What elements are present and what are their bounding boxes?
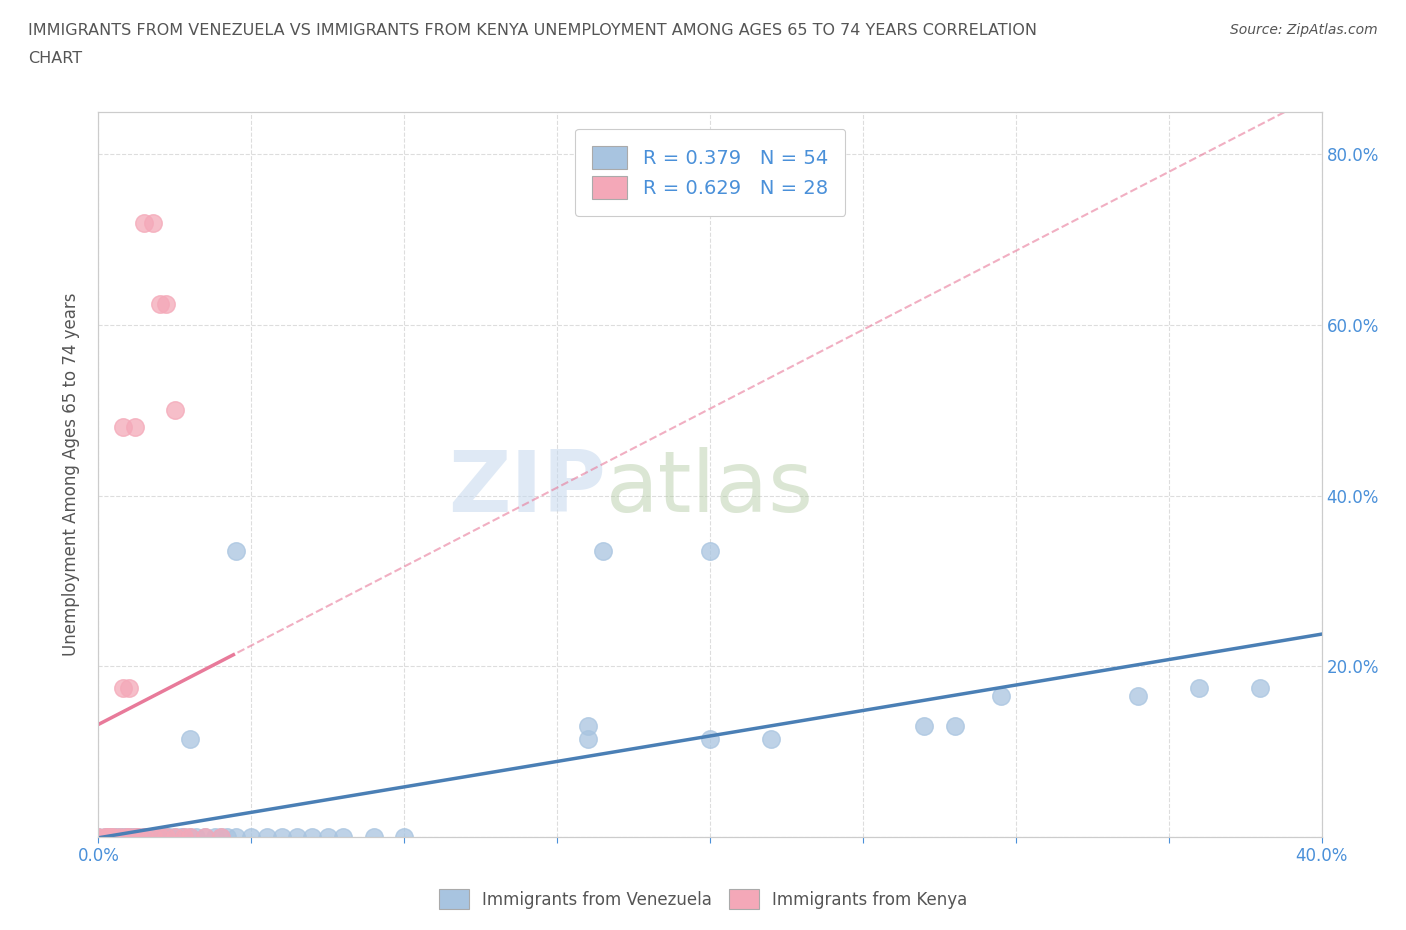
- Point: [149, 830, 172, 844]
- Point: [576, 731, 599, 746]
- Text: IMMIGRANTS FROM VENEZUELA VS IMMIGRANTS FROM KENYA UNEMPLOYMENT AMONG AGES 65 TO: IMMIGRANTS FROM VENEZUELA VS IMMIGRANTS …: [28, 23, 1038, 38]
- Point: [285, 830, 308, 844]
- Point: [155, 296, 177, 311]
- Text: ZIP: ZIP: [449, 447, 606, 530]
- Point: [111, 830, 134, 844]
- Point: [215, 830, 238, 844]
- Point: [173, 830, 195, 844]
- Point: [115, 830, 138, 844]
- Point: [179, 830, 201, 844]
- Text: Source: ZipAtlas.com: Source: ZipAtlas.com: [1230, 23, 1378, 37]
- Point: [118, 830, 141, 844]
- Point: [1249, 680, 1271, 695]
- Point: [990, 689, 1012, 704]
- Point: [152, 830, 174, 844]
- Point: [194, 830, 217, 844]
- Point: [759, 731, 782, 746]
- Point: [134, 830, 156, 844]
- Point: [93, 830, 115, 844]
- Point: [142, 830, 165, 844]
- Point: [124, 420, 146, 435]
- Text: atlas: atlas: [606, 447, 814, 530]
- Point: [115, 830, 138, 844]
- Text: CHART: CHART: [28, 51, 82, 66]
- Point: [170, 830, 193, 844]
- Point: [204, 830, 226, 844]
- Point: [301, 830, 323, 844]
- Point: [179, 731, 201, 746]
- Point: [912, 719, 935, 734]
- Y-axis label: Unemployment Among Ages 65 to 74 years: Unemployment Among Ages 65 to 74 years: [62, 293, 80, 656]
- Point: [179, 830, 201, 844]
- Point: [124, 830, 146, 844]
- Point: [111, 680, 134, 695]
- Point: [240, 830, 263, 844]
- Point: [163, 403, 186, 418]
- Point: [103, 830, 125, 844]
- Point: [124, 830, 146, 844]
- Point: [108, 830, 131, 844]
- Point: [592, 544, 614, 559]
- Point: [97, 830, 120, 844]
- Point: [87, 830, 110, 844]
- Point: [121, 830, 143, 844]
- Point: [118, 680, 141, 695]
- Point: [100, 830, 122, 844]
- Point: [97, 830, 120, 844]
- Point: [576, 719, 599, 734]
- Point: [194, 830, 217, 844]
- Point: [155, 830, 177, 844]
- Point: [363, 830, 385, 844]
- Point: [134, 215, 156, 230]
- Point: [1188, 680, 1211, 695]
- Point: [134, 830, 156, 844]
- Point: [173, 830, 195, 844]
- Point: [142, 830, 165, 844]
- Legend: Immigrants from Venezuela, Immigrants from Kenya: Immigrants from Venezuela, Immigrants fr…: [430, 881, 976, 917]
- Point: [149, 296, 172, 311]
- Point: [142, 215, 165, 230]
- Point: [225, 830, 247, 844]
- Point: [108, 830, 131, 844]
- Point: [186, 830, 208, 844]
- Point: [699, 544, 721, 559]
- Legend: R = 0.379   N = 54, R = 0.629   N = 28: R = 0.379 N = 54, R = 0.629 N = 28: [575, 128, 845, 217]
- Point: [100, 830, 122, 844]
- Point: [155, 830, 177, 844]
- Point: [270, 830, 292, 844]
- Point: [118, 830, 141, 844]
- Point: [127, 830, 149, 844]
- Point: [136, 830, 159, 844]
- Point: [316, 830, 339, 844]
- Point: [93, 830, 115, 844]
- Point: [105, 830, 128, 844]
- Point: [139, 830, 162, 844]
- Point: [332, 830, 354, 844]
- Point: [699, 731, 721, 746]
- Point: [157, 830, 180, 844]
- Point: [149, 830, 172, 844]
- Point: [163, 830, 186, 844]
- Point: [1128, 689, 1150, 704]
- Point: [111, 420, 134, 435]
- Point: [943, 719, 966, 734]
- Point: [392, 830, 416, 844]
- Point: [209, 830, 232, 844]
- Point: [127, 830, 149, 844]
- Point: [256, 830, 278, 844]
- Point: [103, 830, 125, 844]
- Point: [225, 544, 247, 559]
- Point: [87, 830, 110, 844]
- Point: [209, 830, 232, 844]
- Point: [163, 830, 186, 844]
